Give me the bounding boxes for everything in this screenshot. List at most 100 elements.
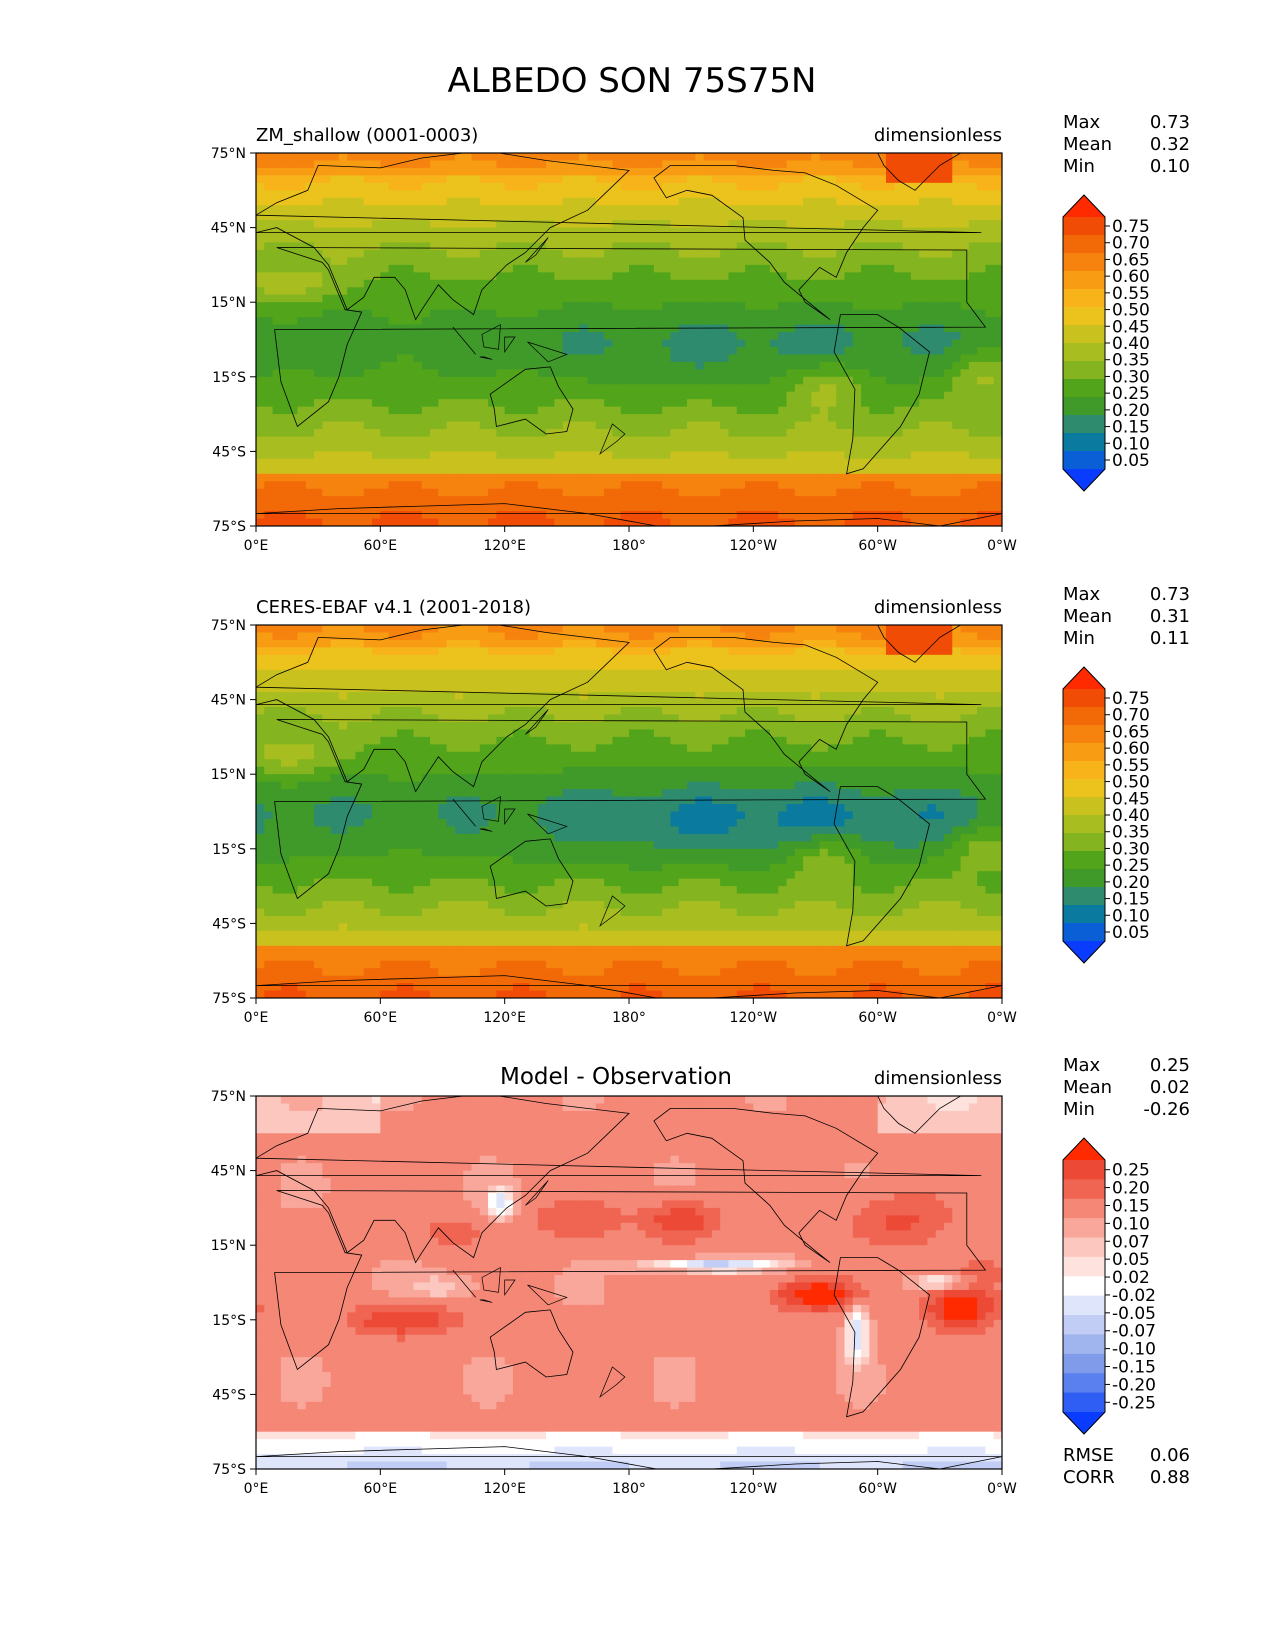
map-cell [844,205,854,214]
map-cell [562,639,572,648]
map-cell [446,376,456,385]
map-cell [570,399,580,408]
map-cell [645,488,655,497]
map-cell [736,287,746,296]
map-cell [297,639,307,648]
map-cell [778,220,788,229]
map-cell [380,346,390,356]
map-cell [529,518,539,526]
map-cell [894,451,904,460]
map-cell [885,481,895,490]
map-cell [521,332,531,341]
map-cell [844,249,854,259]
map-cell [570,264,580,273]
map-cell [537,302,547,311]
map-cell [554,399,564,408]
map-cell [388,190,398,199]
map-cell [421,473,431,482]
map-cell [454,242,464,251]
map-cell [612,647,622,656]
map-cell [653,175,663,184]
map-cell [645,190,655,199]
map-cell [960,436,970,445]
map-cell [670,443,680,452]
map-cell [264,473,274,482]
map-cell [446,257,456,266]
map-cell [985,287,995,296]
map-cell [272,406,282,415]
map-cell [595,488,605,497]
map-cell [869,632,879,641]
map-cell [512,153,522,162]
map-cell [993,421,1002,430]
map-cell [496,257,506,266]
map-cell [794,249,804,259]
map-cell [264,511,274,520]
map-cell [993,205,1002,214]
map-cell [836,391,846,400]
map-cell [662,182,672,191]
map-cell [720,235,730,244]
map-cell [512,369,522,378]
map-cell [952,212,962,221]
map-cell [604,399,614,408]
map-cell [935,391,945,400]
map-cell [919,160,928,169]
map-cell [943,632,953,641]
map-cell [811,287,821,296]
map-cell [910,443,920,452]
map-cell [753,167,763,176]
map-cell [968,205,978,214]
map-cell [629,190,638,199]
map-cell [786,481,796,490]
map-cell [645,235,655,244]
map-cell [678,511,688,520]
map-cell [421,317,431,326]
map-cell [943,376,953,385]
map-cell [405,429,415,438]
map-cell [960,249,970,259]
map-cell [504,153,514,162]
colorbar-segment [1063,433,1105,452]
map-cell [529,227,539,236]
map-cell [421,339,431,348]
map-cell [678,175,688,184]
map-cell [794,391,804,400]
lon-tick-label: 120°W [730,538,778,554]
map-cell [280,414,290,423]
map-cell [512,503,522,512]
map-cell [687,190,696,199]
map-cell [471,212,481,221]
map-cell [629,197,638,206]
map-cell [421,414,431,423]
map-cell [902,406,912,415]
map-cell [554,332,564,341]
map-cell [711,376,721,385]
map-cell [471,167,481,176]
map-cell [305,346,315,356]
map-cell [537,167,547,176]
map-cell [678,346,688,356]
map-cell [579,647,589,656]
map-cell [720,264,730,273]
map-cell [761,361,771,370]
map-cell [612,272,622,281]
map-cell [454,369,464,378]
map-cell [703,220,713,229]
map-cell [960,227,970,236]
map-cell [363,361,373,370]
map-cell [637,346,647,356]
map-cell [711,443,721,452]
map-cell [595,294,605,303]
map-cell [347,496,357,505]
map-cell [347,294,357,303]
map-cell [670,212,680,221]
map-cell [463,332,473,341]
map-cell [504,384,514,393]
map-cell [629,399,638,408]
map-cell [836,167,846,176]
map-cell [952,332,962,341]
map-cell [736,294,746,303]
map-cell [786,647,796,656]
map-cell [687,421,696,430]
